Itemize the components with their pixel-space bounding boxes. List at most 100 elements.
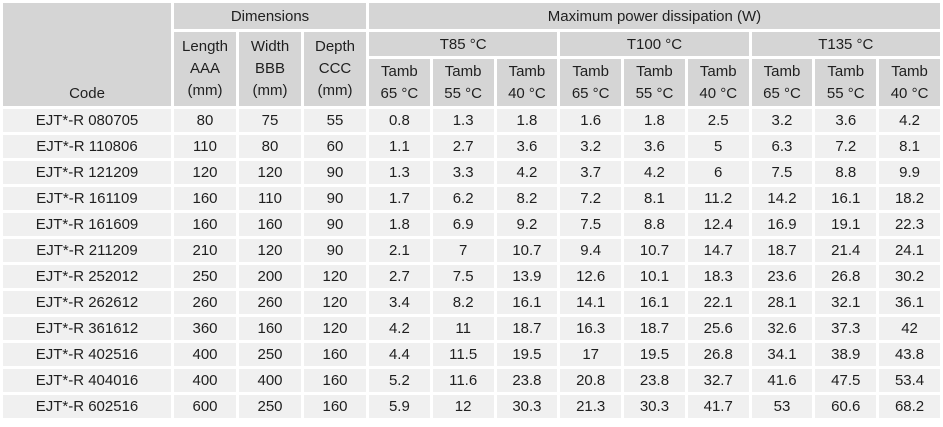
tamb-temp: 40 °C <box>508 84 546 102</box>
table-row: EJT*-R 404016 400 400 160 5.2 11.6 23.8 … <box>3 369 940 392</box>
cell-value: 160 <box>174 187 236 210</box>
cell-value: 5 <box>687 135 749 158</box>
cell-value: 21.3 <box>560 395 622 418</box>
tamb-column-header: Tamb 65 °C <box>369 59 430 106</box>
cell-value: 90 <box>304 239 366 262</box>
cell-value: 18.3 <box>687 265 749 288</box>
cell-value: 7.2 <box>560 187 622 210</box>
cell-value: 4.2 <box>496 161 558 184</box>
cell-value: 5.2 <box>369 369 430 392</box>
cell-value: 32.1 <box>815 291 877 314</box>
cell-value: 18.7 <box>624 317 685 340</box>
cell-value: 80 <box>174 109 236 132</box>
cell-value: 120 <box>239 161 301 184</box>
table-row: EJT*-R 361612 360 160 120 4.2 11 18.7 16… <box>3 317 940 340</box>
cell-value: 110 <box>174 135 236 158</box>
cell-value: 3.4 <box>369 291 430 314</box>
cell-value: 32.7 <box>687 369 749 392</box>
cell-value: 32.6 <box>751 317 813 340</box>
cell-value: 3.2 <box>751 109 813 132</box>
cell-value: 24.1 <box>879 239 940 262</box>
cell-value: 2.1 <box>369 239 430 262</box>
width-symbol: BBB <box>254 60 285 77</box>
table-row: EJT*-R 262612 260 260 120 3.4 8.2 16.1 1… <box>3 291 940 314</box>
cell-code: EJT*-R 110806 <box>3 135 171 158</box>
cell-value: 160 <box>239 213 301 236</box>
cell-value: 6.2 <box>432 187 494 210</box>
table-row: EJT*-R 252012 250 200 120 2.7 7.5 13.9 1… <box>3 265 940 288</box>
cell-value: 10.7 <box>624 239 685 262</box>
cell-value: 10.1 <box>624 265 685 288</box>
depth-label: Depth <box>314 38 356 55</box>
cell-value: 160 <box>174 213 236 236</box>
cell-value: 90 <box>304 213 366 236</box>
cell-value: 12.4 <box>687 213 749 236</box>
cell-value: 18.7 <box>496 317 558 340</box>
cell-value: 120 <box>304 265 366 288</box>
table-header: Code Dimensions Maximum power dissipatio… <box>3 3 940 106</box>
cell-value: 1.3 <box>432 109 494 132</box>
tamb-column-header: Tamb 55 °C <box>432 59 494 106</box>
cell-code: EJT*-R 161609 <box>3 213 171 236</box>
cell-value: 160 <box>304 369 366 392</box>
cell-value: 260 <box>174 291 236 314</box>
t135-group-header: T135 °C <box>751 32 940 56</box>
cell-value: 22.1 <box>687 291 749 314</box>
cell-value: 68.2 <box>879 395 940 418</box>
cell-value: 37.3 <box>815 317 877 340</box>
cell-value: 7.2 <box>815 135 877 158</box>
tamb-column-header: Tamb 55 °C <box>815 59 877 106</box>
table-body: EJT*-R 080705 80 75 55 0.8 1.3 1.8 1.6 1… <box>3 109 940 418</box>
table-row: EJT*-R 402516 400 250 160 4.4 11.5 19.5 … <box>3 343 940 366</box>
cell-code: EJT*-R 080705 <box>3 109 171 132</box>
tamb-label: Tamb <box>381 62 418 80</box>
cell-value: 16.1 <box>624 291 685 314</box>
cell-value: 53 <box>751 395 813 418</box>
cell-value: 21.4 <box>815 239 877 262</box>
cell-value: 600 <box>174 395 236 418</box>
cell-value: 250 <box>239 343 301 366</box>
cell-value: 6.3 <box>751 135 813 158</box>
cell-value: 18.2 <box>879 187 940 210</box>
tamb-temp: 40 °C <box>890 84 929 102</box>
cell-value: 7.5 <box>560 213 622 236</box>
cell-value: 12 <box>432 395 494 418</box>
cell-code: EJT*-R 252012 <box>3 265 171 288</box>
tamb-column-header: Tamb 40 °C <box>687 59 749 106</box>
length-column-header: Length AAA (mm) <box>174 32 236 106</box>
tamb-column-header: Tamb 40 °C <box>496 59 558 106</box>
tamb-column-header: Tamb 65 °C <box>560 59 622 106</box>
cell-value: 26.8 <box>687 343 749 366</box>
cell-value: 2.7 <box>369 265 430 288</box>
cell-value: 4.2 <box>369 317 430 340</box>
cell-value: 25.6 <box>687 317 749 340</box>
cell-value: 30.3 <box>624 395 685 418</box>
cell-code: EJT*-R 361612 <box>3 317 171 340</box>
cell-value: 8.2 <box>496 187 558 210</box>
table-row: EJT*-R 161609 160 160 90 1.8 6.9 9.2 7.5… <box>3 213 940 236</box>
cell-value: 90 <box>304 187 366 210</box>
cell-value: 43.8 <box>879 343 940 366</box>
width-column-header: Width BBB (mm) <box>239 32 301 106</box>
cell-value: 7.5 <box>432 265 494 288</box>
table-row: EJT*-R 121209 120 120 90 1.3 3.3 4.2 3.7… <box>3 161 940 184</box>
cell-value: 19.1 <box>815 213 877 236</box>
table-row: EJT*-R 080705 80 75 55 0.8 1.3 1.8 1.6 1… <box>3 109 940 132</box>
cell-value: 250 <box>239 395 301 418</box>
tamb-label: Tamb <box>572 62 610 80</box>
cell-value: 8.8 <box>815 161 877 184</box>
cell-value: 200 <box>239 265 301 288</box>
cell-value: 5.9 <box>369 395 430 418</box>
tamb-label: Tamb <box>508 62 546 80</box>
tamb-label: Tamb <box>891 62 928 80</box>
cell-value: 16.1 <box>496 291 558 314</box>
t85-group-header: T85 °C <box>369 32 558 56</box>
cell-value: 3.3 <box>432 161 494 184</box>
cell-value: 120 <box>174 161 236 184</box>
cell-value: 260 <box>239 291 301 314</box>
cell-code: EJT*-R 602516 <box>3 395 171 418</box>
tamb-temp: 55 °C <box>635 84 674 102</box>
cell-value: 3.6 <box>624 135 685 158</box>
cell-value: 75 <box>239 109 301 132</box>
